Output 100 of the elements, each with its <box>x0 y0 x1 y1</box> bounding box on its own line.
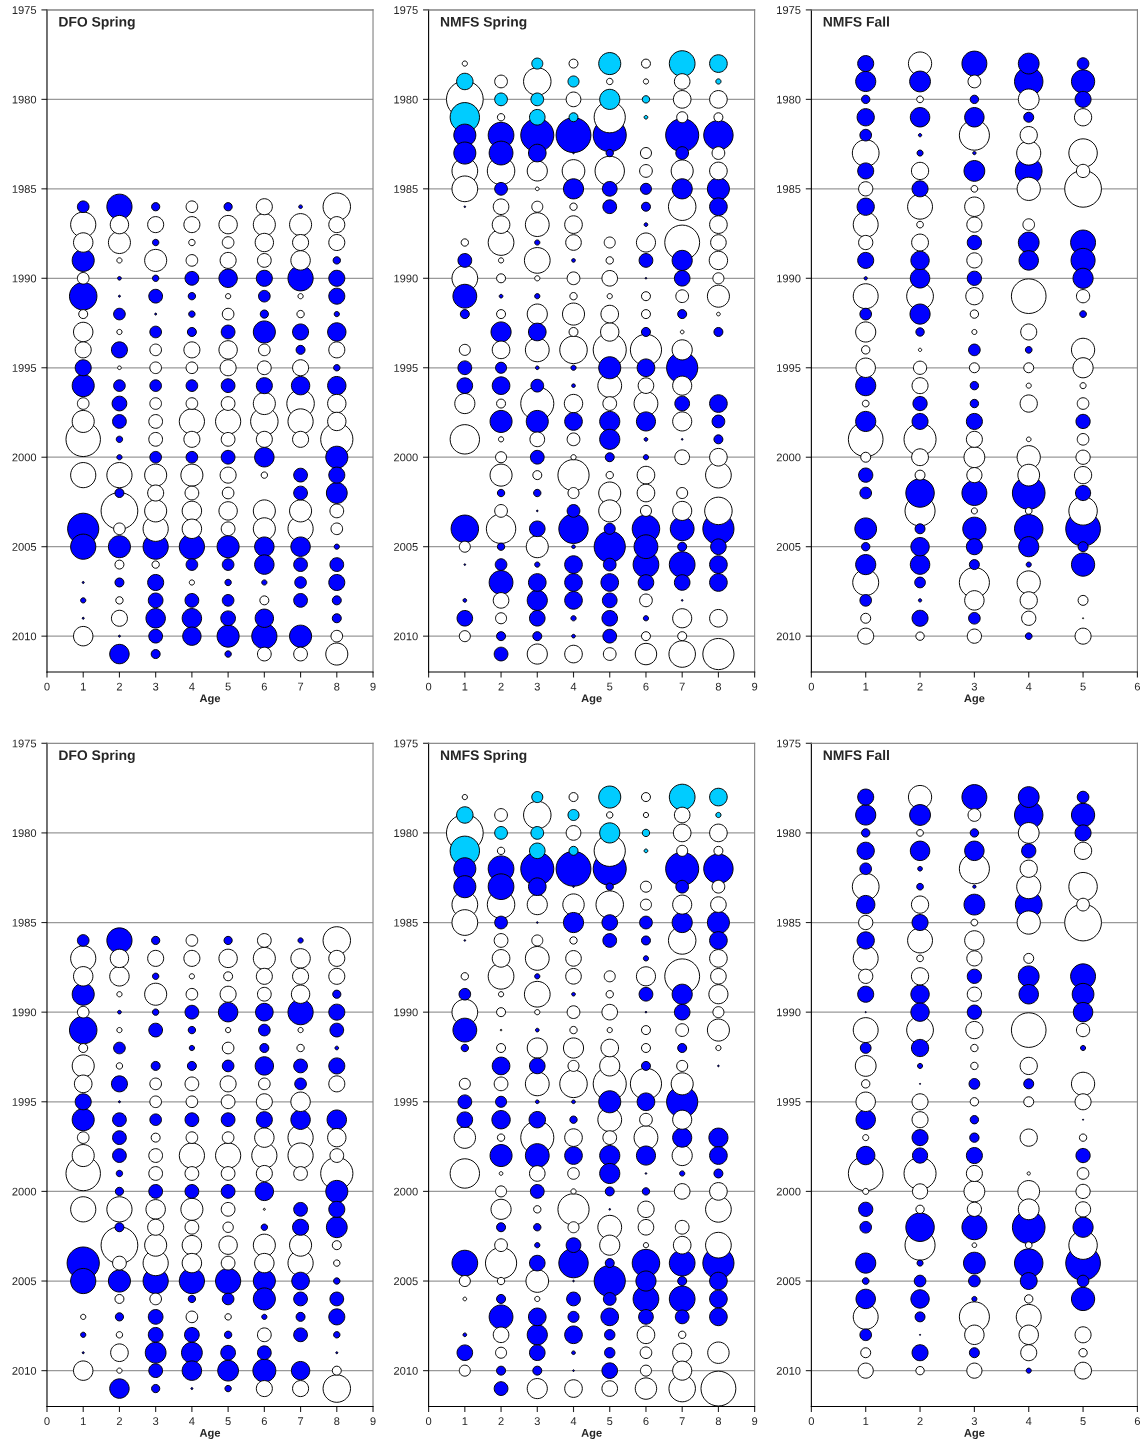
x-tick-label: 1 <box>80 682 86 691</box>
y-tick-label: 2000 <box>394 453 418 462</box>
x-tick-label: 8 <box>334 682 340 691</box>
y-tick-label: 2010 <box>394 632 418 641</box>
x-tick-label: 2 <box>116 682 122 691</box>
x-tick-label: 4 <box>570 682 577 691</box>
x-tick-label: 3 <box>153 1417 159 1426</box>
y-tick-label: 1995 <box>394 1098 418 1106</box>
x-tick-label: 9 <box>752 682 758 691</box>
x-tick-label: 1 <box>863 682 869 691</box>
x-tick-label: 0 <box>44 682 50 691</box>
chart-title: DFO Spring <box>59 749 135 763</box>
x-tick-label: 8 <box>715 682 722 691</box>
x-tick-label: 8 <box>715 1417 722 1426</box>
x-tick-label: 9 <box>370 682 376 691</box>
x-tick-label: 6 <box>261 682 267 691</box>
y-tick-label: 1980 <box>394 829 418 838</box>
chart-title: DFO Spring <box>59 16 135 30</box>
x-tick-label: 5 <box>1080 682 1086 691</box>
x-axis-title: Age <box>964 694 985 705</box>
y-tick-label: 1985 <box>777 918 801 927</box>
y-tick-label: 1990 <box>12 274 37 283</box>
y-tick-label: 1990 <box>777 274 801 283</box>
y-tick-label: 1980 <box>12 95 37 104</box>
y-tick-label: 1975 <box>394 739 418 748</box>
y-tick-label: 2005 <box>776 542 801 551</box>
x-tick-label: 2 <box>498 1417 504 1425</box>
x-tick-label: 5 <box>607 682 613 691</box>
y-tick-label: 2010 <box>776 632 801 641</box>
x-tick-label: 6 <box>261 1417 267 1426</box>
y-tick-label: 2000 <box>776 1187 801 1196</box>
x-tick-label: 0 <box>808 682 815 691</box>
y-tick-label: 1995 <box>777 364 801 372</box>
y-tick-label: 2005 <box>12 1277 37 1286</box>
x-tick-label: 8 <box>334 1417 340 1426</box>
y-tick-label: 2005 <box>394 542 418 551</box>
y-tick-label: 1985 <box>394 918 418 927</box>
y-tick-label: 1975 <box>777 739 801 748</box>
x-axis-title: Age <box>581 694 602 705</box>
y-tick-label: 1985 <box>777 185 801 193</box>
x-tick-label: 4 <box>570 1417 577 1425</box>
y-tick-label: 1980 <box>12 829 37 838</box>
x-tick-label: 3 <box>971 1417 977 1426</box>
x-tick-label: 3 <box>534 1417 540 1426</box>
x-tick-label: 7 <box>679 682 685 691</box>
x-tick-label: 3 <box>971 682 977 691</box>
x-tick-label: 0 <box>425 682 432 691</box>
y-tick-label: 1980 <box>777 829 801 838</box>
x-tick-label: 4 <box>189 682 195 691</box>
x-tick-label: 7 <box>298 682 304 691</box>
x-tick-label: 1 <box>462 682 468 691</box>
x-tick-label: 6 <box>643 682 649 691</box>
x-tick-label: 9 <box>370 1417 376 1426</box>
x-axis-title: Age <box>199 694 221 705</box>
y-tick-label: 1990 <box>394 274 418 283</box>
y-tick-label: 2000 <box>12 453 37 462</box>
y-tick-label: 2010 <box>394 1366 418 1375</box>
x-tick-label: 6 <box>1134 682 1141 691</box>
x-tick-label: 3 <box>153 682 159 691</box>
y-tick-label: 1990 <box>777 1008 801 1017</box>
y-tick-label: 1995 <box>12 364 37 372</box>
y-tick-label: 2010 <box>12 632 37 641</box>
x-tick-label: 0 <box>425 1417 432 1426</box>
x-tick-label: 2 <box>498 682 504 691</box>
x-tick-label: 0 <box>44 1417 50 1426</box>
y-tick-label: 1980 <box>777 95 801 104</box>
x-tick-label: 4 <box>189 1417 195 1425</box>
x-tick-label: 2 <box>917 682 923 691</box>
x-tick-label: 9 <box>752 1417 758 1426</box>
x-tick-label: 3 <box>534 682 540 691</box>
x-tick-label: 5 <box>225 682 231 691</box>
y-tick-label: 2005 <box>12 542 37 551</box>
x-tick-label: 2 <box>917 1417 923 1425</box>
y-tick-label: 2000 <box>394 1187 418 1196</box>
x-tick-label: 7 <box>679 1417 685 1425</box>
y-tick-label: 1990 <box>12 1008 37 1017</box>
x-tick-label: 2 <box>116 1417 122 1425</box>
chart-title: NMFS Spring <box>440 16 527 30</box>
y-tick-label: 1975 <box>12 739 37 748</box>
y-tick-label: 1995 <box>394 364 418 372</box>
x-axis-title: Age <box>199 1429 221 1440</box>
y-tick-label: 1985 <box>394 185 418 193</box>
x-tick-label: 1 <box>462 1417 468 1425</box>
y-tick-label: 2010 <box>12 1366 37 1375</box>
y-tick-label: 1995 <box>12 1098 37 1106</box>
x-tick-label: 7 <box>298 1417 304 1425</box>
y-tick-label: 1990 <box>394 1008 418 1017</box>
y-tick-label: 1980 <box>394 95 418 104</box>
x-tick-label: 4 <box>1025 1417 1032 1425</box>
x-tick-label: 5 <box>225 1417 231 1426</box>
x-tick-label: 5 <box>1080 1417 1086 1426</box>
chart-title: NMFS Fall <box>823 749 889 761</box>
x-tick-label: 6 <box>1134 1417 1141 1426</box>
x-tick-label: 1 <box>80 1417 86 1425</box>
x-axis-title: Age <box>964 1429 985 1440</box>
x-tick-label: 5 <box>607 1417 613 1426</box>
y-tick-label: 1975 <box>394 6 418 15</box>
y-tick-label: 1985 <box>12 918 37 927</box>
y-tick-label: 1975 <box>12 6 37 15</box>
y-tick-label: 2005 <box>394 1277 418 1286</box>
